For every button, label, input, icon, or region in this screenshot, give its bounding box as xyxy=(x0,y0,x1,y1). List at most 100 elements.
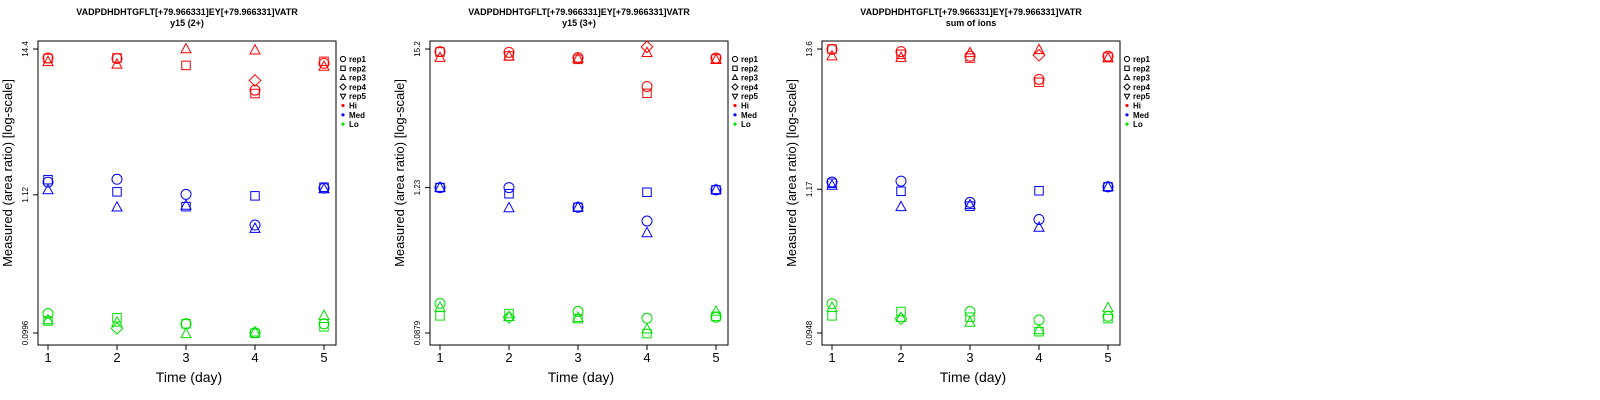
data-point xyxy=(710,183,722,195)
chart-title: VADPDHDHTGFLT[+79.966331]EY[+79.966331]V… xyxy=(468,7,690,17)
data-point xyxy=(42,313,54,325)
x-tick-label: 3 xyxy=(966,350,973,365)
data-point xyxy=(180,327,192,339)
legend-symbol-rep3 xyxy=(1123,73,1131,81)
data-point xyxy=(895,51,907,62)
data-point xyxy=(826,176,838,188)
data-point xyxy=(1102,310,1114,322)
chart-subtitle: y15 (2+) xyxy=(170,18,204,28)
x-tick-label: 5 xyxy=(1104,350,1111,365)
chart-subtitle: sum of ions xyxy=(946,18,997,28)
legend-label-Med: Med xyxy=(741,111,757,120)
data-point xyxy=(435,311,445,321)
data-point xyxy=(1034,326,1044,337)
legend-dot-Med xyxy=(1125,113,1129,117)
data-point xyxy=(318,59,330,71)
x-tick-label: 5 xyxy=(320,350,327,365)
data-point xyxy=(318,57,330,69)
legend-label-Lo: Lo xyxy=(349,120,359,129)
y-tick-label: 0.0879 xyxy=(413,320,422,345)
data-point xyxy=(894,312,908,326)
data-points xyxy=(42,42,330,339)
y-tick-label: 0.0996 xyxy=(21,320,30,345)
legend-symbol-rep2 xyxy=(1124,65,1130,72)
legend-symbol-rep2 xyxy=(340,65,346,72)
data-point xyxy=(965,53,975,63)
data-point xyxy=(318,318,330,330)
data-point xyxy=(711,311,721,322)
data-point xyxy=(111,173,123,185)
legend-dot-Lo xyxy=(1125,122,1129,126)
data-point xyxy=(895,200,907,212)
data-point xyxy=(180,198,192,210)
data-point xyxy=(642,187,652,197)
data-point xyxy=(826,298,838,310)
data-point xyxy=(642,328,652,339)
legend-label-rep5: rep5 xyxy=(349,92,366,101)
legend-label-Hi: Hi xyxy=(1133,102,1141,111)
legend-symbol-rep1 xyxy=(1123,55,1131,63)
data-point xyxy=(641,80,653,92)
data-point xyxy=(1102,301,1114,313)
legend-symbol-rep4 xyxy=(1123,83,1131,91)
data-point xyxy=(895,311,907,322)
data-point xyxy=(504,308,514,319)
data-point xyxy=(319,56,329,67)
data-point xyxy=(180,188,192,200)
data-point xyxy=(1034,186,1044,196)
legend-label-rep3: rep3 xyxy=(741,74,758,83)
data-point xyxy=(503,310,515,322)
data-point xyxy=(965,312,975,322)
data-point xyxy=(710,304,722,316)
data-point xyxy=(110,321,124,335)
y-tick-label: 1.17 xyxy=(805,181,814,197)
data-point xyxy=(43,316,53,326)
data-point xyxy=(641,46,653,58)
data-point xyxy=(435,47,445,57)
legend-label-rep4: rep4 xyxy=(1133,83,1150,92)
data-point xyxy=(572,51,584,63)
data-point xyxy=(641,215,653,227)
legend-label-rep3: rep3 xyxy=(1133,74,1150,83)
x-tick-label: 1 xyxy=(44,350,51,365)
data-point xyxy=(572,200,584,212)
legend-dot-Hi xyxy=(1125,103,1129,108)
data-point xyxy=(1102,51,1114,63)
legend-label-rep1: rep1 xyxy=(1133,55,1150,64)
data-point xyxy=(503,182,515,194)
x-tick-label: 2 xyxy=(505,350,512,365)
data-point xyxy=(896,306,906,317)
data-point xyxy=(111,315,123,327)
data-point xyxy=(250,328,260,339)
data-point xyxy=(642,88,652,99)
chart-title: VADPDHDHTGFLT[+79.966331]EY[+79.966331]V… xyxy=(76,7,298,17)
data-point xyxy=(434,51,446,62)
legend-label-rep1: rep1 xyxy=(349,55,366,64)
legend-symbol-rep3 xyxy=(339,73,347,81)
legend-label-Hi: Hi xyxy=(349,102,357,111)
data-point xyxy=(180,318,192,330)
data-point xyxy=(1033,73,1045,85)
y-axis-title: Measured (area ratio) [log-scale] xyxy=(392,79,407,267)
legend-dot-Med xyxy=(733,113,737,117)
data-point xyxy=(503,49,515,61)
data-point xyxy=(965,201,975,211)
x-axis-title: Time (day) xyxy=(156,369,222,385)
plot-frame xyxy=(821,40,1121,346)
legend-dot-Med xyxy=(341,113,345,117)
legend-label-rep2: rep2 xyxy=(741,64,758,73)
legend-symbol-rep4 xyxy=(731,83,739,91)
legend-symbol-rep5 xyxy=(339,93,347,101)
data-point xyxy=(1034,77,1044,88)
data-point xyxy=(111,200,123,212)
data-point xyxy=(434,181,446,192)
x-tick-label: 1 xyxy=(828,350,835,365)
data-point xyxy=(964,198,976,210)
data-point xyxy=(964,50,976,62)
legend-symbol-rep1 xyxy=(339,55,347,63)
data-point xyxy=(964,46,976,58)
data-point xyxy=(181,201,191,212)
y-tick-label: 14.4 xyxy=(21,41,30,57)
